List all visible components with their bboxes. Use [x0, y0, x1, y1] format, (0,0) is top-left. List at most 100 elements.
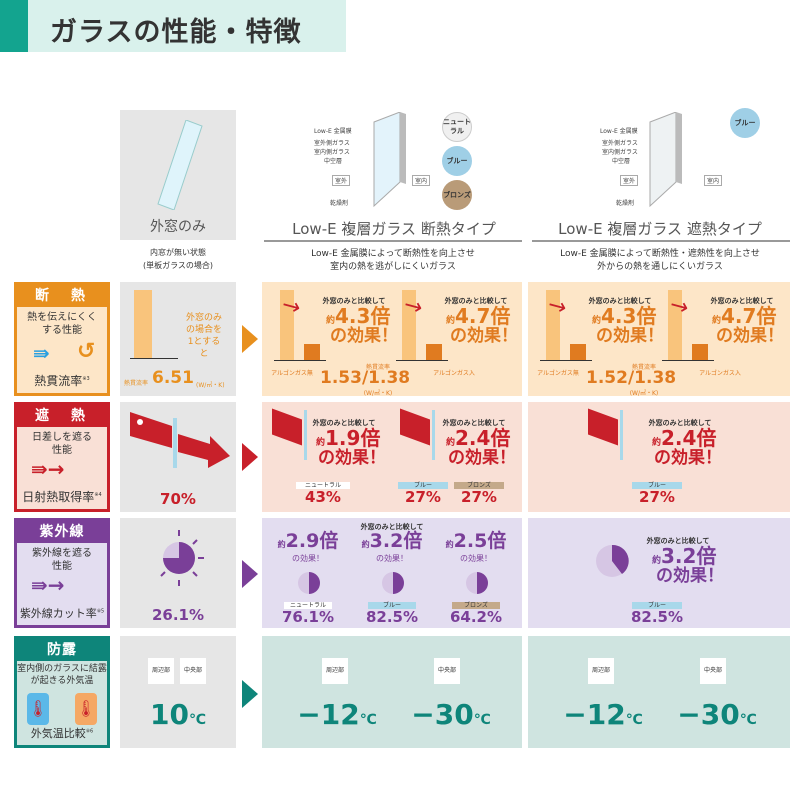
footnote: ※3	[82, 376, 90, 382]
glass-line	[620, 410, 623, 460]
label-desiccant: 乾燥剤	[330, 200, 349, 207]
temp-unit: ℃	[625, 712, 643, 728]
uv-insul: 外窓のみと比較して 約2.9倍 約3.2倍 約2.5倍 の効果！ の効果！ の効…	[262, 518, 522, 628]
value-blue: 27%	[405, 488, 441, 506]
label-lowe: Low-E 金属膜	[314, 128, 352, 135]
decoration	[373, 112, 401, 208]
return-arrow-icon: ↺	[77, 339, 96, 364]
compare-text: 外窓のみと比較して	[312, 419, 376, 427]
dew-heading: 防露	[17, 639, 107, 661]
value-neutral: 43%	[305, 488, 341, 506]
effect-text: の効果！	[596, 326, 664, 346]
dew-metric: 外気温比較※6	[17, 725, 107, 741]
solar-heading: 遮 熱	[17, 405, 107, 427]
decoration	[309, 572, 320, 594]
multiplier-value: 2.5倍	[453, 530, 507, 552]
uv-metric: 紫外線カット率※5	[17, 605, 107, 621]
metric-label: 紫外線カット率	[19, 607, 97, 620]
temp-unit: ℃	[739, 712, 757, 728]
approx: 約	[446, 438, 456, 448]
color-blue: ブルー	[442, 146, 472, 176]
effect-text: の効果！	[654, 448, 722, 468]
uv-heading: 紫外線	[17, 521, 107, 543]
divider	[264, 240, 522, 242]
multiplier: 約3.2倍	[352, 532, 432, 551]
insul-desc-line1: Low-E 金属膜によって断熱性を向上させ	[311, 249, 475, 259]
bar-lowe	[426, 344, 442, 360]
approx: 約	[277, 540, 286, 549]
outer-value: 70%	[160, 490, 196, 508]
approx: 約	[361, 540, 370, 549]
part-edge: 周辺部	[588, 658, 614, 684]
column-title: 外窓のみ	[150, 219, 206, 235]
decoration	[477, 572, 488, 594]
insulation-outer: 外窓のみの場合を1とすると 熱貫流率 6.51 (W/㎡・K)	[120, 282, 236, 396]
multiplier-value: 3.2倍	[369, 530, 423, 552]
effect-text: の効果！	[656, 566, 724, 586]
metric-label: 熱貫流率	[34, 374, 83, 388]
compare-text: 外窓のみと比較して	[646, 537, 710, 545]
dew-insul: 周辺部 中央部 −12℃ −30℃	[262, 636, 522, 748]
temp-unit: ℃	[473, 712, 491, 728]
bar-lowe	[304, 344, 320, 360]
argon-with: アルゴンガス入	[433, 370, 475, 377]
uv-outer: 26.1%	[120, 518, 236, 628]
bar-outer	[546, 290, 560, 360]
double-glass-illustration	[649, 112, 682, 208]
u-value: 1.52/1.38	[586, 368, 677, 388]
temperature: 10℃	[120, 698, 236, 731]
temp-value: −12	[563, 698, 626, 731]
temp-unit: ℃	[189, 712, 206, 728]
sun-ray-icon	[588, 408, 618, 446]
outer-desc: 内窓が無い状態 (単板ガラスの場合)	[120, 246, 236, 272]
glass-line	[304, 410, 307, 460]
tag-blue: ブルー	[632, 482, 682, 489]
argon-without: アルゴンガス無	[271, 370, 313, 377]
approx: 約	[326, 316, 336, 326]
approx: 約	[446, 316, 456, 326]
uv-text: 紫外線を遮る性能	[32, 548, 92, 572]
bar-lowe	[570, 344, 586, 360]
decoration	[137, 419, 143, 425]
solar-arrows-icon: ⇛→	[31, 457, 65, 481]
compare-text: 外窓のみと比較して	[648, 419, 712, 427]
decoration	[173, 418, 177, 468]
label-outside-glass: 室外側ガラス	[314, 140, 350, 147]
dew-shade: 周辺部 中央部 −12℃ −30℃	[528, 636, 790, 748]
approx: 約	[316, 438, 326, 448]
footnote: ※5	[96, 608, 105, 615]
approx: 約	[445, 540, 454, 549]
baseline	[274, 360, 326, 361]
value-blue: 27%	[639, 488, 675, 506]
multiplier-value: 1.9倍	[325, 426, 381, 450]
dew-label: 防露 室内側のガラスに結露が起きる外気温 🌡 🌡 外気温比較※6	[14, 636, 110, 748]
argon-with: アルゴンガス入	[699, 370, 741, 377]
bar-outer	[668, 290, 682, 360]
solar-outer: 70%	[120, 402, 236, 512]
label-lowe: Low-E 金属膜	[600, 128, 638, 135]
sun-icon	[466, 572, 488, 594]
effect-text: の効果！	[450, 326, 518, 346]
solar-insul: 外窓のみと比較して 約1.9倍 の効果！ 外窓のみと比較して 約2.4倍 の効果…	[262, 402, 522, 512]
color-neutral: ニュートラル	[442, 112, 472, 142]
insulation-shade: ↘ 外窓のみと比較して 約4.3倍 の効果！ ↘ 外窓のみと比較して 約4.7倍…	[528, 282, 790, 397]
approx: 約	[652, 556, 662, 566]
arrow-right-icon	[242, 680, 258, 708]
tag-blue: ブルー	[398, 482, 448, 489]
multiplier-value: 3.2倍	[661, 544, 717, 568]
temp-value: −12	[297, 698, 360, 731]
decoration	[163, 542, 195, 574]
label-inside-glass: 室内側ガラス	[314, 149, 350, 156]
tag-bronze: ブロンズ	[454, 482, 504, 489]
value-neutral: 76.1%	[281, 608, 335, 626]
multiplier-value: 4.3倍	[601, 304, 657, 328]
effect-text: の効果！	[460, 554, 492, 563]
shade-header: Low-E 金属膜 室外側ガラス 室内側ガラス 中空層 室外 室内 乾燥剤 ブル…	[528, 108, 792, 240]
arrow-right-icon	[242, 560, 258, 588]
arrow-right-icon	[242, 325, 258, 353]
u-value-label: 熱貫流率	[631, 364, 656, 371]
multiplier: 約2.4倍	[652, 428, 716, 448]
insul-header: Low-E 金属膜 室外側ガラス 室内側ガラス 中空層 室外 室内 乾燥剤 ニュ…	[262, 108, 526, 240]
metric-label: 外気温比較	[30, 727, 86, 740]
temperature-center: −30℃	[396, 698, 506, 731]
